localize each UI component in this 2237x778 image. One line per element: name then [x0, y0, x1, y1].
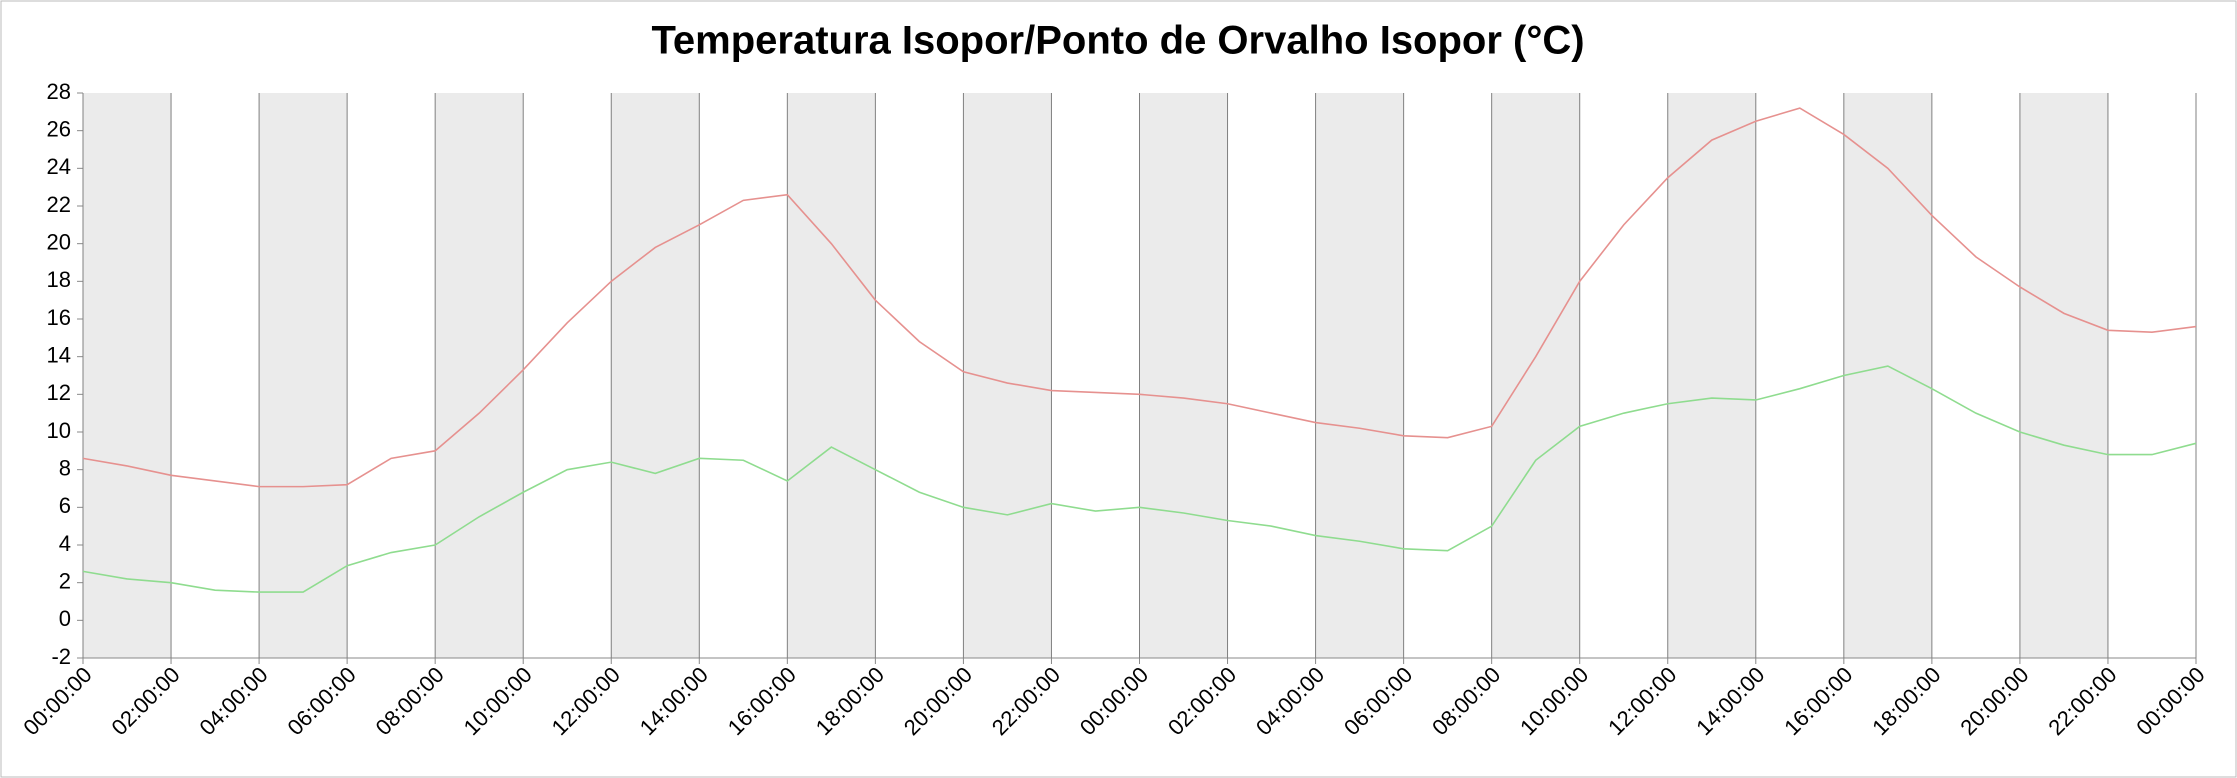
y-tick-label: 24: [47, 154, 71, 179]
y-tick-label: 6: [59, 493, 71, 518]
y-tick-label: 4: [59, 531, 71, 556]
y-tick-label: -2: [51, 644, 71, 669]
y-tick-label: 26: [47, 116, 71, 141]
y-tick-label: 16: [47, 305, 71, 330]
shaded-band: [1139, 93, 1228, 658]
shaded-band: [1491, 93, 1580, 658]
series-line: [82, 365, 2197, 593]
shaded-band: [787, 93, 876, 658]
y-tick-label: 20: [47, 229, 71, 254]
shaded-band: [83, 93, 172, 658]
y-tick-label: 28: [47, 79, 71, 104]
y-tick-label: 2: [59, 568, 71, 593]
shaded-band: [1843, 93, 1932, 658]
shaded-band: [611, 93, 700, 658]
shaded-band: [1667, 93, 1756, 658]
y-tick-label: 18: [47, 267, 71, 292]
y-tick-label: 0: [59, 606, 71, 631]
shaded-band: [435, 93, 524, 658]
shaded-band: [2019, 93, 2108, 658]
y-tick-label: 12: [47, 380, 71, 405]
chart-title: Temperatura Isopor/Ponto de Orvalho Isop…: [651, 19, 1584, 63]
y-tick-label: 8: [59, 455, 71, 480]
series-line: [82, 107, 2197, 488]
shaded-band: [1315, 93, 1404, 658]
shaded-band: [259, 93, 348, 658]
y-tick-label: 10: [47, 418, 71, 443]
y-tick-label: 22: [47, 192, 71, 217]
y-tick-label: 14: [47, 342, 71, 367]
